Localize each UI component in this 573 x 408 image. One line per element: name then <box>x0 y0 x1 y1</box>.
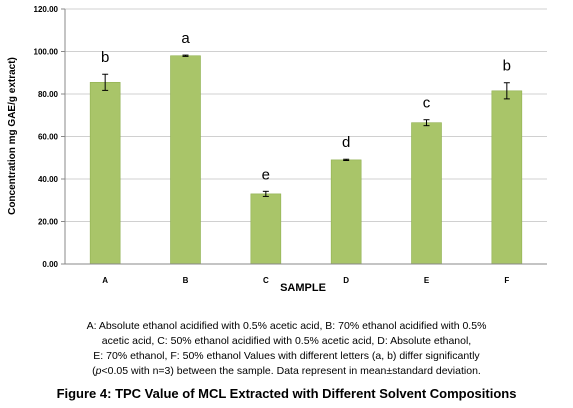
x-tick-label: C <box>263 276 269 285</box>
bar-f <box>491 90 523 265</box>
caption-paren: ( <box>92 365 96 377</box>
caption-line-4-text: <0.05 with n=3) between the sample. Data… <box>101 365 481 377</box>
y-tick-label: 80.00 <box>38 90 59 99</box>
y-tick-label: 100.00 <box>34 48 59 57</box>
significance-label: c <box>423 95 431 112</box>
figure-title: Figure 4: TPC Value of MCL Extracted wit… <box>56 386 517 401</box>
x-tick-label: B <box>183 276 189 285</box>
bars: b a e d c b <box>89 30 523 265</box>
caption-p-value-symbol: p <box>95 365 102 377</box>
x-tick-label: E <box>424 276 430 285</box>
bar-c <box>250 193 282 265</box>
y-axis-label: Concentration mg GAE/g extract) <box>7 57 18 215</box>
caption-line-2: acetic acid, C: 50% ethanol acidified wi… <box>101 335 472 347</box>
significance-label: a <box>181 30 190 47</box>
bar-d <box>330 159 362 265</box>
bar-b <box>170 55 201 265</box>
y-tick-label: 20.00 <box>38 218 59 227</box>
bar-a <box>89 82 121 265</box>
significance-label: b <box>101 49 109 66</box>
significance-label: e <box>262 166 270 183</box>
figure-caption: A: Absolute ethanol acidified with 0.5% … <box>0 319 573 379</box>
x-tick-label: F <box>504 276 509 285</box>
y-tick-label: 0.00 <box>42 260 58 269</box>
x-tick-label: D <box>343 276 349 285</box>
y-tick-label: 60.00 <box>38 133 59 142</box>
bar-chart: b a e d c b 0.00 20.00 40.00 60.00 80.00 100.00 120… <box>7 5 547 294</box>
caption-line-1: A: Absolute ethanol acidified with 0.5% … <box>86 320 487 332</box>
significance-label: d <box>342 134 350 151</box>
caption-line-4: (p<0.05 with n=3) between the sample. Da… <box>0 364 573 379</box>
gridlines <box>65 8 547 222</box>
bar-e <box>411 122 442 265</box>
y-tick-label: 120.00 <box>34 5 59 14</box>
x-axis-label: SAMPLE <box>280 282 326 294</box>
caption-line-3: E: 70% ethanol, F: 50% ethanol Values wi… <box>93 350 480 362</box>
y-tick-label: 40.00 <box>38 175 59 184</box>
significance-label: b <box>503 58 511 75</box>
axes: 0.00 20.00 40.00 60.00 80.00 100.00 120.00 A B C D… <box>34 5 547 285</box>
x-tick-label: A <box>102 276 108 285</box>
